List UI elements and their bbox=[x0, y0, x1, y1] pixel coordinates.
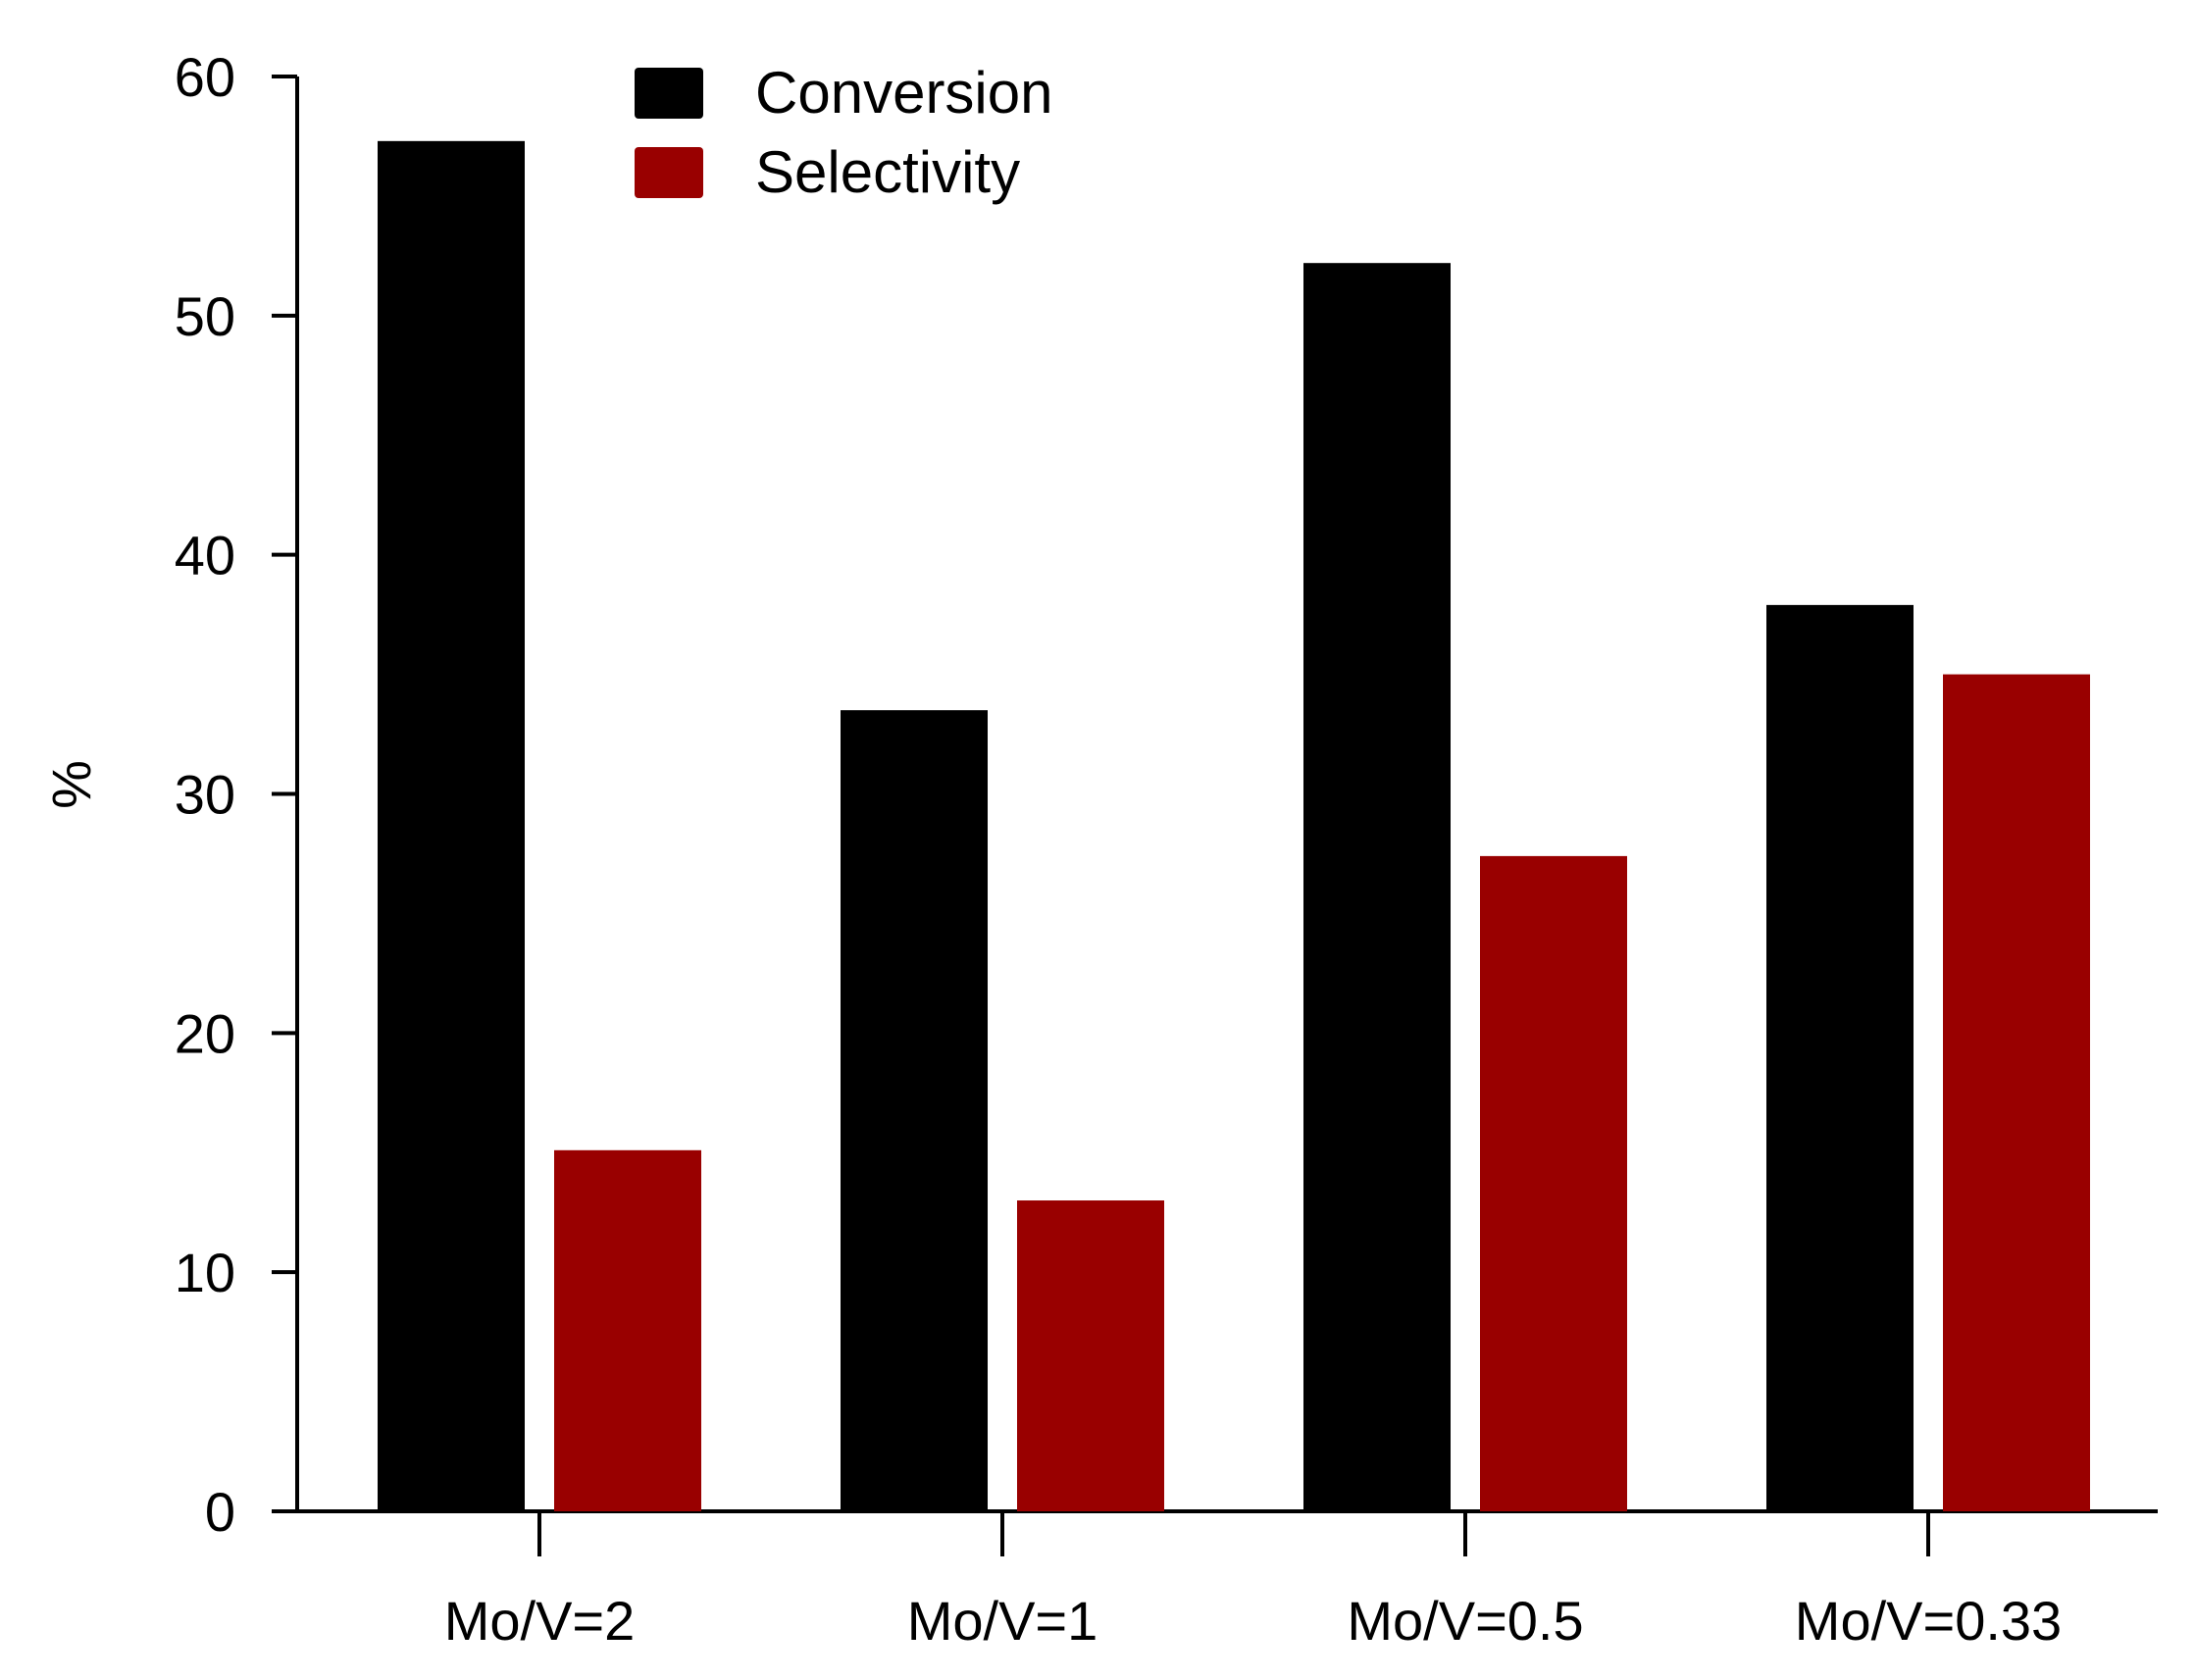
y-axis-title: % bbox=[40, 760, 102, 809]
y-tick-label: 10 bbox=[175, 1242, 235, 1303]
x-tick-label: Mo/V=2 bbox=[444, 1590, 636, 1652]
legend-label-conversion: Conversion bbox=[755, 60, 1053, 126]
y-tick-label: 40 bbox=[175, 525, 235, 586]
y-tick-label: 50 bbox=[175, 285, 235, 347]
bar-conversion-0 bbox=[378, 140, 525, 1512]
x-axis: Mo/V=2 Mo/V=1 Mo/V=0.5 Mo/V=0.33 bbox=[297, 1509, 2158, 1652]
x-tick-label: Mo/V=0.5 bbox=[1347, 1590, 1583, 1652]
y-tick-label: 30 bbox=[175, 764, 235, 826]
x-tick-label: Mo/V=1 bbox=[907, 1590, 1098, 1652]
legend-label-selectivity: Selectivity bbox=[755, 139, 1020, 205]
y-axis: 0 10 20 30 40 50 60 bbox=[175, 46, 299, 1543]
x-tick-label: Mo/V=0.33 bbox=[1795, 1590, 2062, 1652]
legend-swatch-conversion bbox=[635, 68, 703, 119]
bar-selectivity-3 bbox=[1943, 674, 2090, 1511]
bar-conversion-2 bbox=[1303, 263, 1451, 1512]
y-tick-label: 60 bbox=[175, 46, 235, 108]
bars bbox=[378, 140, 2090, 1512]
bar-conversion-1 bbox=[841, 710, 988, 1511]
bar-conversion-3 bbox=[1766, 604, 1914, 1511]
bar-selectivity-2 bbox=[1480, 855, 1627, 1511]
y-tick-label: 0 bbox=[205, 1481, 235, 1543]
y-tick-label: 20 bbox=[175, 1002, 235, 1064]
legend: Conversion Selectivity bbox=[635, 60, 1053, 205]
bar-selectivity-1 bbox=[1017, 1200, 1164, 1511]
legend-swatch-selectivity bbox=[635, 147, 703, 198]
bar-selectivity-0 bbox=[554, 1149, 701, 1511]
